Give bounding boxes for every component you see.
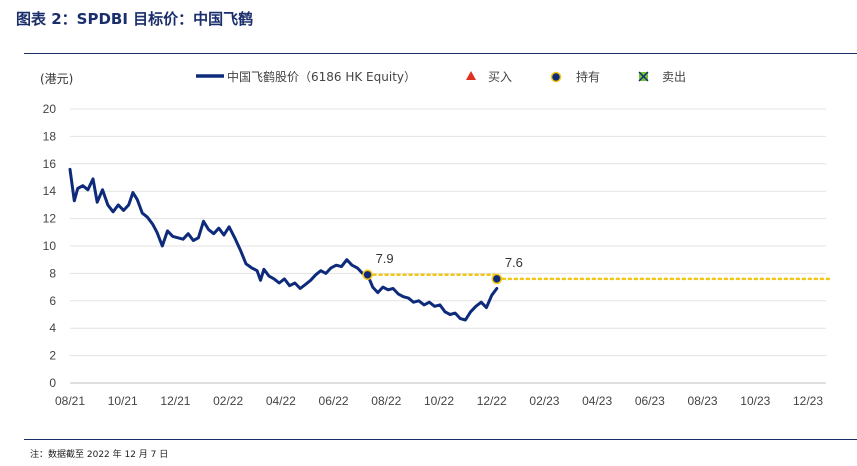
- x-tick-label: 12/23: [793, 394, 823, 408]
- price-series-line: [68, 167, 499, 322]
- rating-markers: 7.9 7.6: [362, 251, 523, 285]
- x-tick-label: 06/22: [319, 394, 349, 408]
- page-title: 图表 2：SPDBI 目标价：中国飞鹤: [16, 10, 254, 28]
- legend-label-buy: 买入: [488, 70, 512, 84]
- y-tick-label: 16: [43, 157, 57, 171]
- x-tick-label: 04/22: [266, 394, 296, 408]
- legend-label-sell: 卖出: [662, 70, 686, 84]
- legend-label-price: 中国飞鹤股价（6186 HK Equity）: [227, 69, 416, 84]
- x-tick-label: 06/23: [635, 394, 665, 408]
- legend-hold-marker: [550, 71, 562, 83]
- legend-sell-cross: [638, 71, 649, 82]
- x-axis-ticks: 08/21 10/21 12/21 02/22 04/22 06/22 08/22 10/22…: [55, 394, 823, 408]
- y-tick-label: 20: [43, 102, 57, 116]
- x-tick-label: 02/22: [213, 394, 243, 408]
- x-tick-label: 10/23: [740, 394, 770, 408]
- grid-lines: [70, 108, 826, 384]
- y-tick-label: 2: [49, 349, 56, 363]
- y-tick-label: 12: [43, 212, 57, 226]
- target-price-label: 7.9: [376, 251, 394, 266]
- y-unit-label: (港元): [40, 72, 73, 86]
- y-tick-label: 18: [43, 129, 57, 143]
- y-tick-label: 0: [49, 376, 56, 390]
- x-tick-label: 12/21: [160, 394, 190, 408]
- y-tick-label: 14: [43, 184, 57, 198]
- legend-buy-marker: [466, 71, 476, 80]
- hold-marker: [362, 269, 373, 281]
- x-tick-label: 08/22: [371, 394, 401, 408]
- x-tick-label: 10/21: [108, 394, 138, 408]
- y-tick-label: 8: [49, 266, 56, 280]
- x-tick-label: 08/21: [55, 394, 85, 408]
- hold-marker: [491, 273, 503, 285]
- y-tick-label: 10: [43, 239, 57, 253]
- y-tick-label: 4: [49, 321, 56, 335]
- y-tick-label: 6: [49, 294, 56, 308]
- target-price-lines: [366, 273, 832, 281]
- x-tick-label: 04/23: [582, 394, 612, 408]
- target-price-chart: (港元) 中国飞鹤股价（6186 HK Equity） 买入 持有 卖出 0 2 4…: [40, 69, 832, 408]
- footnote: 注：数据截至 2022 年 12 月 7 日: [30, 450, 169, 460]
- legend: 中国飞鹤股价（6186 HK Equity） 买入 持有 卖出: [196, 69, 686, 84]
- x-tick-label: 12/22: [477, 394, 507, 408]
- y-axis-ticks: 0 2 4 6 8 10 12 14 16 18 20: [43, 102, 57, 390]
- x-tick-label: 08/23: [688, 394, 718, 408]
- target-price-label: 7.6: [505, 255, 523, 270]
- title-divider: [24, 53, 857, 54]
- x-tick-label: 10/22: [424, 394, 454, 408]
- footer-divider: [24, 439, 857, 440]
- x-tick-label: 02/23: [529, 394, 559, 408]
- legend-label-hold: 持有: [576, 69, 600, 84]
